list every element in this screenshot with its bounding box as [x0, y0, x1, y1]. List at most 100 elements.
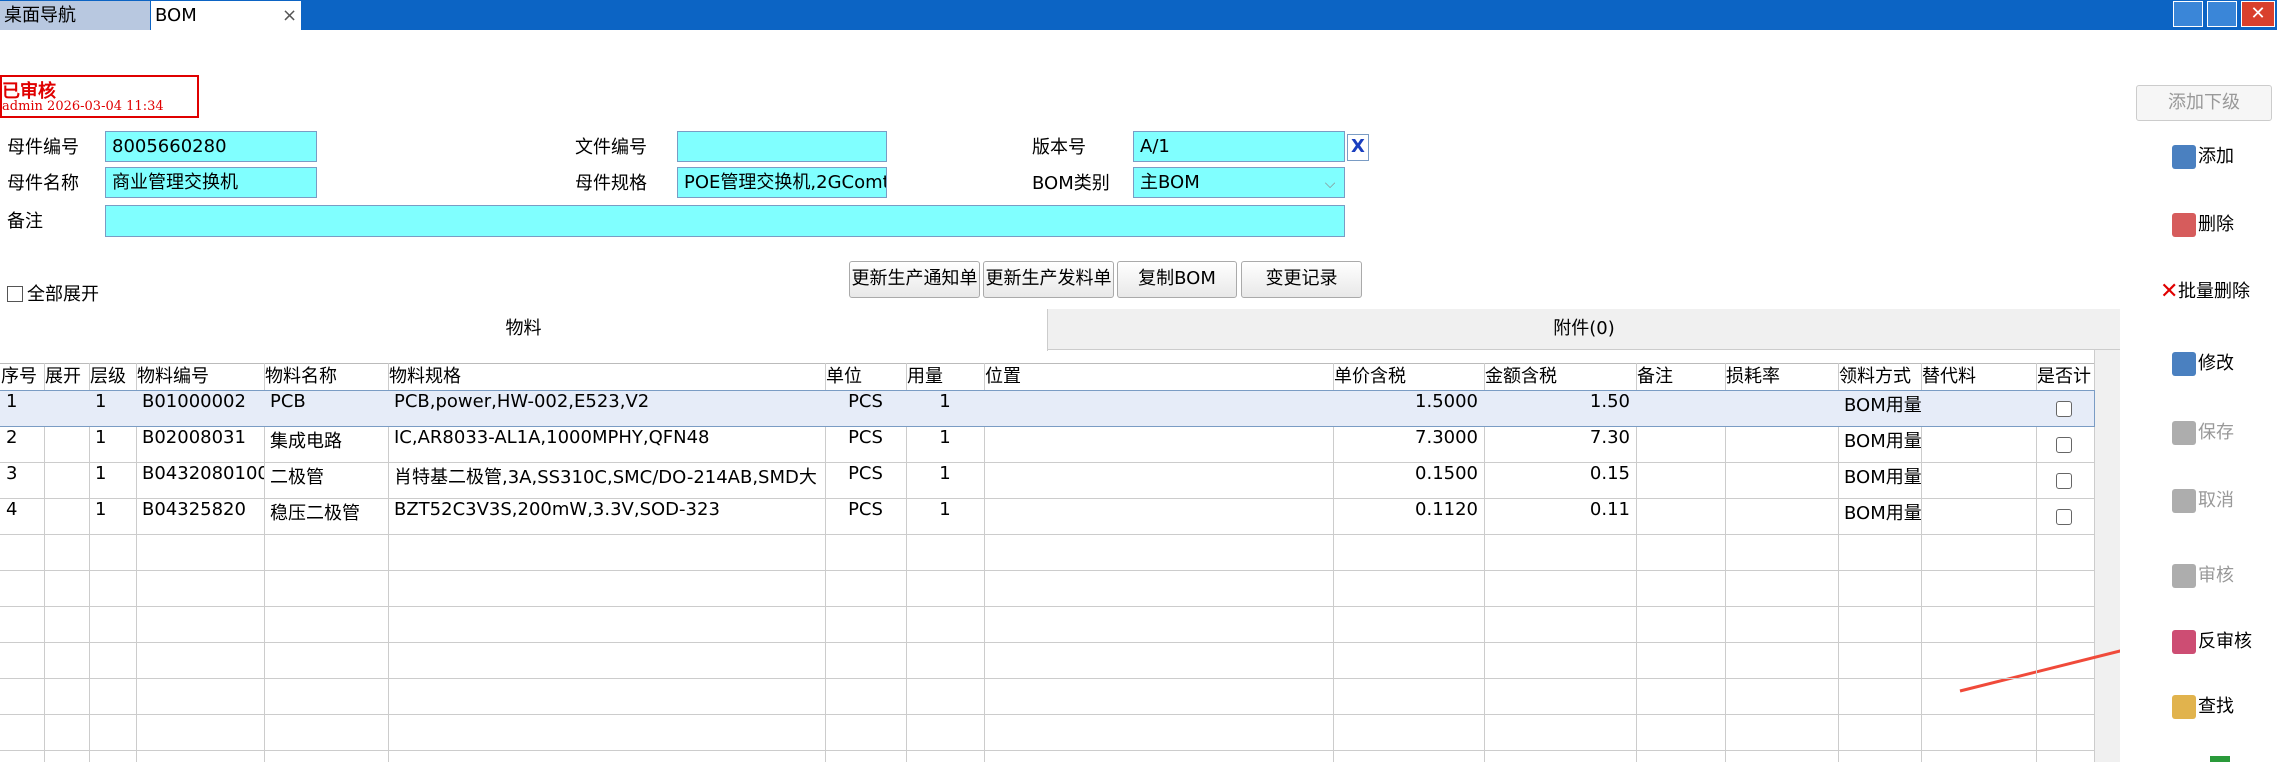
sidebar-button[interactable]: 保存 [2160, 416, 2272, 450]
expand-all[interactable]: 全部展开 [7, 280, 99, 306]
minimize[interactable] [2173, 1, 2203, 27]
table-row[interactable]: 4 1 B04325820 稳压二极管 BZT52C3V3S,200mW,3.3V,SO… [0, 499, 2094, 534]
sidebar-button[interactable]: 查找 [2160, 690, 2272, 724]
table-row[interactable]: 2 1 B02008031 集成电路 IC,AR8033-AL1A,1000MPHY,Q… [0, 427, 2094, 462]
column-line [984, 363, 985, 762]
sidebar-button[interactable]: 删除 [2160, 208, 2272, 242]
sidebar-button[interactable]: 修改 [2160, 347, 2272, 381]
sidebar-button[interactable]: 添加 [2160, 140, 2272, 174]
row-line [0, 750, 2094, 751]
table-cell: BOM用量 [1844, 467, 1921, 488]
column-header[interactable]: 位置 [985, 366, 1021, 387]
panel-tab[interactable]: 附件(0) [1553, 318, 1615, 339]
table-cell: 1 [939, 463, 951, 484]
close[interactable]: ✕ [2241, 1, 2275, 27]
column-header[interactable]: 是否计 [2037, 366, 2091, 387]
table-cell: BOM用量 [1844, 395, 1921, 416]
column-header[interactable]: 展开 [45, 366, 81, 387]
sidebar-icon [2172, 421, 2196, 445]
sidebar-label: 修改 [2198, 353, 2234, 374]
column-line [136, 363, 137, 762]
row-checkbox[interactable] [2056, 473, 2072, 489]
row-line [0, 498, 2094, 499]
table-cell: 1.5000 [1415, 391, 1478, 412]
table-cell: BOM用量 [1844, 431, 1921, 452]
table-cell: 0.11 [1589, 499, 1630, 520]
column-header[interactable]: 替代料 [1922, 366, 1976, 387]
column-line [1921, 363, 1922, 762]
field-input[interactable]: 商业管理交换机 [105, 167, 317, 198]
table-cell: 1.50 [1589, 391, 1630, 412]
field-label: 版本号 [1032, 137, 1086, 158]
table-cell: 二极管 [270, 467, 324, 488]
column-line [44, 363, 45, 762]
table-cell: 1 [95, 391, 107, 412]
column-header[interactable]: 单价含税 [1334, 366, 1406, 387]
table-cell: 1 [95, 499, 107, 520]
field-label: BOM类别 [1032, 173, 1110, 194]
dropdown-arrow[interactable]: ⌵ [1324, 176, 1336, 192]
field-input[interactable]: 8005660280 [105, 131, 317, 162]
column-header[interactable]: 金额含税 [1485, 366, 1557, 387]
sidebar-icon [2172, 630, 2196, 654]
title-bar [0, 0, 2277, 30]
table-cell: PCB,power,HW-002,E523,V2 [394, 391, 650, 412]
action-button[interactable]: 更新生产通知单 [849, 261, 980, 298]
table-cell: PCS [848, 427, 883, 448]
table-row[interactable]: 1 1 B01000002 PCB PCB,power,HW-002,E523,V2 PC… [0, 390, 2095, 427]
sidebar-icon [2172, 489, 2196, 513]
column-header[interactable]: 物料名称 [265, 366, 337, 387]
column-line [1636, 363, 1637, 762]
row-checkbox[interactable] [2056, 437, 2072, 453]
field-input[interactable] [677, 131, 887, 162]
column-header[interactable]: 用量 [907, 366, 943, 387]
sidebar-button[interactable]: 取消 [2160, 484, 2272, 518]
column-line [1484, 363, 1485, 762]
row-checkbox[interactable] [2056, 401, 2072, 417]
tab[interactable]: 桌面导航 [0, 1, 150, 30]
column-header[interactable]: 序号 [1, 366, 37, 387]
clear-version[interactable]: X [1347, 134, 1369, 161]
column-header[interactable]: 层级 [90, 366, 126, 387]
sidebar-button[interactable]: 反审核 [2160, 625, 2272, 659]
column-header[interactable]: 备注 [1637, 366, 1673, 387]
column-line [2036, 363, 2037, 762]
table-cell: B0432080100 [142, 463, 264, 484]
sidebar-icon [2172, 352, 2196, 376]
status-state: 已审核 [2, 81, 56, 102]
row-line [0, 426, 2094, 427]
action-button[interactable]: 变更记录 [1241, 261, 1362, 298]
field-input[interactable]: A/1 [1133, 131, 1345, 162]
field-input[interactable]: POE管理交换机,2GComt [677, 167, 887, 198]
column-header[interactable]: 物料编号 [137, 366, 209, 387]
scrollbar[interactable] [2094, 350, 2120, 762]
sidebar-button[interactable]: 添加下级 [2136, 85, 2272, 121]
sidebar-button[interactable]: ✕ 批量删除 [2160, 275, 2272, 309]
action-button[interactable]: 复制BOM [1117, 261, 1237, 298]
row-line [0, 390, 2094, 391]
field-label: 备注 [7, 211, 43, 232]
tab-close[interactable]: × [282, 5, 298, 26]
row-line [0, 642, 2094, 643]
sidebar-icon [2172, 213, 2196, 237]
row-checkbox[interactable] [2056, 509, 2072, 525]
column-header[interactable]: 损耗率 [1726, 366, 1780, 387]
sidebar-button[interactable]: 审核 [2160, 559, 2272, 593]
tab[interactable]: BOM [151, 1, 301, 30]
column-line [1725, 363, 1726, 762]
panel-tab[interactable]: 物料 [0, 309, 1048, 351]
field-input[interactable] [105, 205, 1345, 237]
table-row[interactable]: 3 1 B0432080100 二极管 肖特基二极管,3A,SS310C,SMC/DO-… [0, 463, 2094, 498]
column-header[interactable]: 领料方式 [1839, 366, 1911, 387]
column-line [825, 363, 826, 762]
table-cell: 1 [939, 391, 951, 412]
sidebar-icon [2172, 564, 2196, 588]
column-header[interactable]: 物料规格 [389, 366, 461, 387]
action-button[interactable]: 更新生产发料单 [983, 261, 1114, 298]
field-input[interactable]: 主BOM [1133, 167, 1345, 198]
restore[interactable] [2207, 1, 2237, 27]
column-header[interactable]: 单位 [826, 366, 862, 387]
table-cell: 稳压二极管 [270, 503, 360, 524]
table-cell: 1 [95, 427, 107, 448]
